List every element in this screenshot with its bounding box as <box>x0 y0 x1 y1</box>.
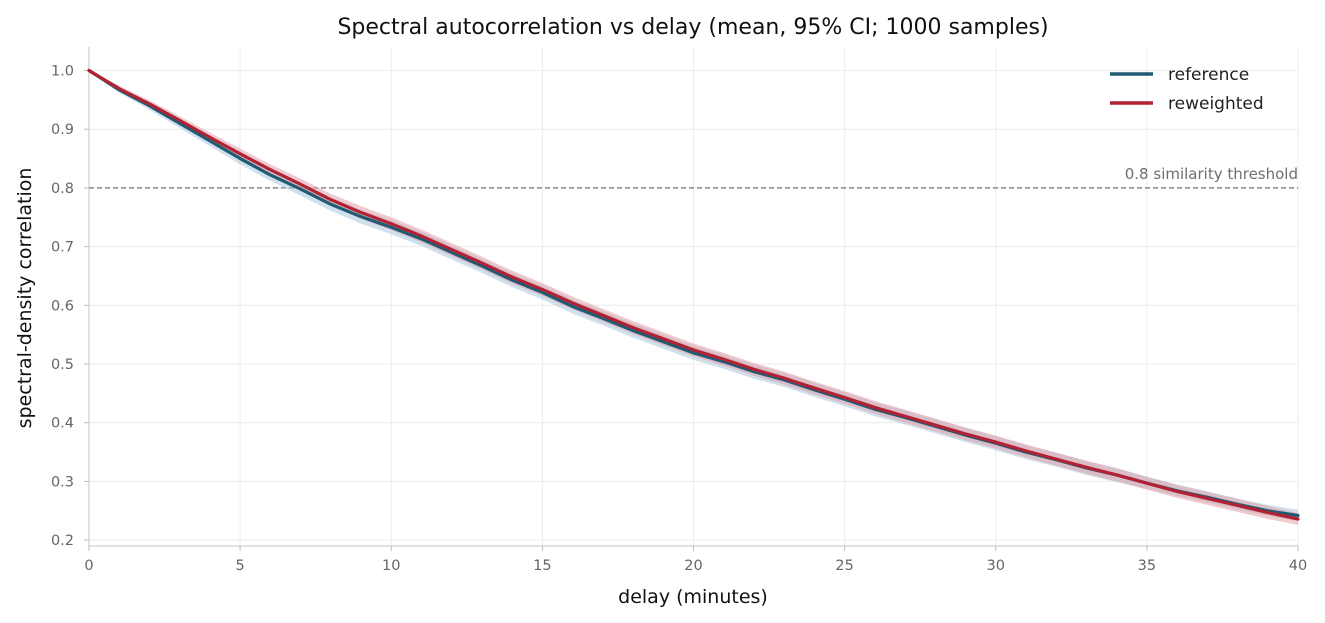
x-tick-label: 15 <box>533 558 551 574</box>
legend: reference reweighted <box>1110 65 1264 114</box>
x-tick-label: 30 <box>987 558 1005 574</box>
y-tick-label: 1.0 <box>51 63 74 79</box>
x-tick-label: 40 <box>1289 558 1307 574</box>
x-tick-label: 20 <box>684 558 702 574</box>
legend-item-reference: reference <box>1110 65 1249 85</box>
x-tick-label: 5 <box>236 558 245 574</box>
chart-title: Spectral autocorrelation vs delay (mean,… <box>337 15 1048 40</box>
tick-labels: 0 5 10 15 20 25 30 35 40 0.2 0.3 0.4 0.5 0.6 0.7 0.8 0.9… <box>51 63 1307 574</box>
y-tick-label: 0.9 <box>51 122 74 138</box>
y-tick-label: 0.5 <box>51 357 74 373</box>
grid <box>88 47 1299 546</box>
y-tick-label: 0.6 <box>51 298 74 314</box>
y-tick-label: 0.3 <box>51 474 74 490</box>
y-tick-label: 0.4 <box>51 416 74 432</box>
y-axis-label: spectral-density correlation <box>14 168 36 429</box>
y-tick-label: 0.7 <box>51 240 74 256</box>
x-tick-label: 35 <box>1138 558 1156 574</box>
threshold-label: 0.8 similarity threshold <box>1125 165 1298 183</box>
series-lines <box>87 68 1300 521</box>
series-line-reweighted <box>87 68 1300 521</box>
x-tick-label: 10 <box>382 558 400 574</box>
legend-label: reweighted <box>1168 94 1264 114</box>
y-tick-label: 0.8 <box>51 181 74 197</box>
x-tick-label: 0 <box>84 558 93 574</box>
x-axis-label: delay (minutes) <box>618 586 768 608</box>
legend-label: reference <box>1168 65 1249 85</box>
x-tick-label: 25 <box>835 558 853 574</box>
y-tick-label: 0.2 <box>51 533 74 549</box>
legend-item-reweighted: reweighted <box>1110 94 1264 114</box>
